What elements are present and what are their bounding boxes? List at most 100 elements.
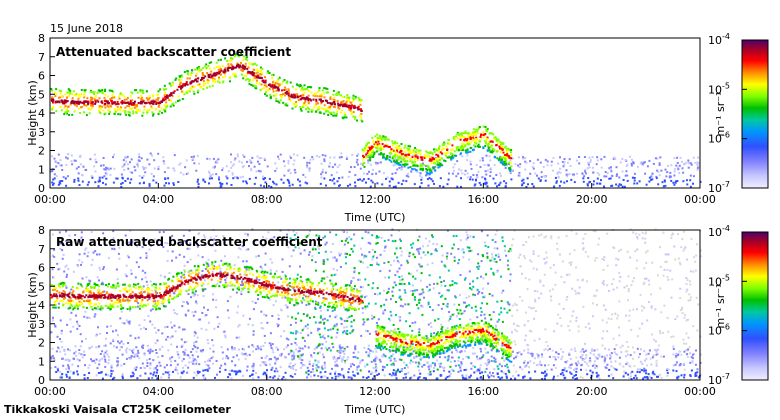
low-cloud-pixel: [373, 153, 376, 156]
cloud-peak-pixel: [334, 103, 336, 106]
noise-pixel: [447, 289, 450, 292]
noise-pixel: [446, 229, 449, 232]
noise-pixel: [371, 234, 374, 237]
noise-pixel: [332, 268, 335, 271]
noise-pixel: [478, 265, 481, 268]
boundary-layer-pixel: [292, 153, 295, 156]
cloud-layer-pixel: [256, 73, 259, 76]
noise-pixel: [444, 356, 447, 359]
noise-pixel: [412, 253, 415, 256]
noise-pixel: [436, 368, 439, 371]
noise-pixel: [410, 273, 412, 276]
cloud-layer-pixel: [257, 69, 259, 72]
cloud-layer-pixel: [150, 105, 153, 108]
boundary-layer-pixel: [104, 183, 107, 186]
boundary-layer-pixel: [475, 164, 478, 166]
noise-pixel: [316, 352, 319, 355]
low-cloud-pixel: [472, 128, 475, 131]
noise-pixel: [519, 253, 522, 256]
noise-pixel: [318, 328, 321, 330]
cloud-layer-pixel: [243, 74, 246, 77]
cloud-layer-pixel: [265, 91, 267, 94]
noise-pixel: [398, 289, 401, 292]
boundary-layer-pixel: [513, 357, 515, 360]
boundary-layer-pixel: [612, 377, 615, 380]
noise-pixel: [645, 353, 648, 356]
cloud-layer-pixel: [349, 109, 352, 112]
noise-pixel: [72, 325, 75, 328]
boundary-layer-pixel: [356, 158, 359, 161]
cloud-layer-pixel: [296, 84, 299, 87]
cloud-peak-pixel: [252, 72, 255, 75]
boundary-layer-pixel: [568, 173, 571, 175]
noise-pixel: [439, 333, 442, 336]
cloud-layer-pixel: [135, 105, 138, 107]
boundary-layer-pixel: [126, 163, 129, 166]
noise-pixel: [109, 244, 112, 247]
low-cloud-pixel: [508, 148, 511, 151]
cloud-layer-pixel: [192, 90, 195, 93]
boundary-layer-pixel: [663, 180, 666, 183]
low-cloud-pixel: [436, 164, 439, 166]
cloud-layer-pixel: [294, 88, 297, 91]
low-cloud-pixel: [365, 153, 368, 156]
noise-pixel: [376, 235, 378, 238]
noise-pixel: [330, 336, 333, 339]
cloud-layer-pixel: [329, 97, 332, 100]
low-cloud-pixel: [441, 148, 443, 151]
noise-pixel: [377, 263, 380, 266]
noise-pixel: [552, 264, 555, 267]
boundary-layer-pixel: [672, 181, 675, 184]
boundary-layer-pixel: [697, 156, 700, 159]
boundary-layer-pixel: [522, 157, 525, 160]
noise-pixel: [505, 254, 508, 257]
boundary-layer-pixel: [550, 164, 553, 167]
noise-pixel: [446, 302, 449, 305]
low-cloud-pixel: [494, 136, 497, 139]
noise-pixel: [612, 337, 615, 340]
low-cloud-pixel: [445, 153, 448, 156]
noise-pixel: [344, 359, 347, 362]
noise-pixel: [521, 299, 524, 302]
low-cloud-pixel: [502, 142, 505, 145]
cloud-layer-pixel: [224, 57, 227, 60]
cloud-layer-pixel: [271, 83, 274, 86]
noise-pixel: [90, 264, 93, 266]
boundary-layer-pixel: [460, 169, 463, 172]
boundary-layer-pixel: [173, 169, 176, 172]
noise-pixel: [417, 248, 420, 251]
low-cloud-pixel: [423, 164, 426, 167]
noise-pixel: [193, 344, 196, 347]
low-cloud-pixel: [404, 154, 407, 156]
noise-pixel: [502, 289, 505, 292]
boundary-layer-pixel: [146, 158, 149, 161]
boundary-layer-pixel: [348, 170, 351, 173]
noise-pixel: [383, 374, 386, 377]
noise-pixel: [666, 275, 669, 278]
noise-pixel: [435, 249, 438, 252]
boundary-layer-pixel: [673, 170, 676, 173]
noise-pixel: [218, 264, 221, 267]
noise-pixel: [489, 259, 492, 262]
cloud-peak-pixel: [179, 85, 182, 88]
noise-pixel: [340, 253, 343, 255]
noise-pixel: [490, 267, 493, 270]
noise-pixel: [466, 246, 469, 249]
cloud-layer-pixel: [340, 101, 342, 104]
cloud-peak-pixel: [318, 98, 321, 101]
boundary-layer-pixel: [367, 161, 370, 164]
cloud-layer-pixel: [206, 86, 208, 89]
cloud-layer-pixel: [316, 107, 319, 110]
boundary-layer-pixel: [643, 161, 646, 164]
boundary-layer-pixel: [600, 179, 602, 182]
low-cloud-pixel: [366, 152, 369, 155]
noise-pixel: [382, 353, 385, 356]
noise-pixel: [51, 268, 54, 271]
noise-pixel: [448, 375, 451, 378]
boundary-layer-pixel: [115, 177, 118, 180]
noise-pixel: [534, 300, 537, 303]
boundary-layer-pixel: [333, 177, 335, 180]
boundary-layer-pixel: [531, 183, 534, 185]
boundary-layer-pixel: [469, 176, 472, 179]
noise-pixel: [322, 270, 325, 273]
